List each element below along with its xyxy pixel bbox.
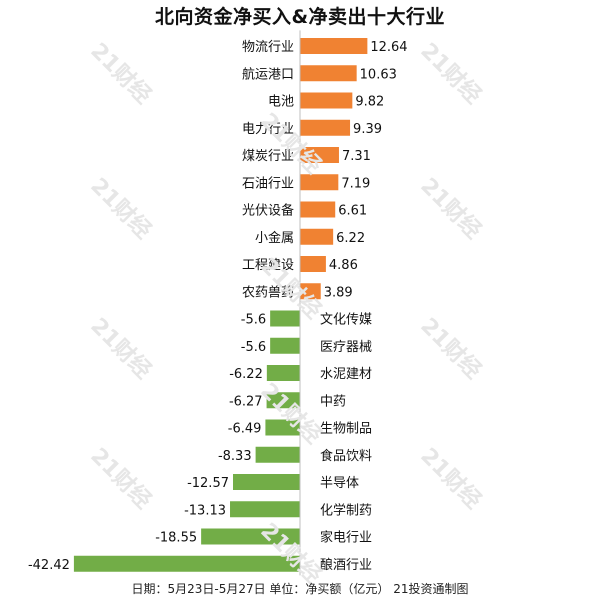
category-label: 小金属 bbox=[255, 230, 294, 246]
bar bbox=[300, 92, 353, 109]
bar bbox=[255, 446, 300, 463]
bar bbox=[265, 419, 300, 436]
category-label: 食品饮料 bbox=[320, 448, 372, 464]
bar bbox=[73, 555, 300, 572]
category-label: 水泥建材 bbox=[320, 367, 372, 382]
footnote: 日期：5月23日-5月27日 单位：净买额（亿元） 21投资通制图 bbox=[131, 582, 469, 596]
data-label: -6.49 bbox=[228, 422, 262, 437]
category-label: 电力行业 bbox=[242, 122, 294, 137]
bar bbox=[233, 474, 300, 490]
data-label: -42.42 bbox=[28, 558, 70, 573]
data-label: 9.82 bbox=[355, 95, 384, 110]
data-label: 7.19 bbox=[341, 176, 370, 191]
category-label: 物流行业 bbox=[242, 40, 294, 55]
data-label: -8.33 bbox=[218, 449, 252, 464]
data-label: -13.13 bbox=[184, 503, 226, 518]
bar bbox=[270, 310, 300, 327]
category-label: 电池 bbox=[268, 95, 294, 110]
data-label: -6.22 bbox=[229, 367, 263, 382]
category-label: 生物制品 bbox=[320, 422, 372, 437]
category-label: 农药兽药 bbox=[242, 285, 294, 300]
bar bbox=[266, 365, 300, 381]
data-label: 3.89 bbox=[324, 285, 353, 300]
bar bbox=[300, 147, 339, 163]
bar bbox=[300, 256, 326, 272]
data-label: -6.27 bbox=[229, 394, 263, 409]
bar bbox=[230, 501, 300, 518]
category-label: 家电行业 bbox=[320, 530, 372, 546]
data-label: -5.6 bbox=[241, 313, 266, 328]
data-label: 6.22 bbox=[336, 231, 365, 246]
bar bbox=[201, 528, 300, 545]
category-label: 化学制药 bbox=[320, 502, 372, 518]
bar bbox=[300, 201, 336, 218]
data-label: -5.6 bbox=[241, 340, 266, 355]
category-label: 工程建设 bbox=[242, 258, 294, 273]
data-label: 10.63 bbox=[360, 67, 397, 82]
data-label: 7.31 bbox=[342, 149, 371, 164]
bar bbox=[300, 228, 334, 245]
category-label: 航运港口 bbox=[242, 66, 294, 82]
category-label: 煤炭行业 bbox=[242, 149, 294, 164]
category-label: 光伏设备 bbox=[242, 203, 294, 219]
data-label: 12.64 bbox=[370, 40, 407, 55]
bar bbox=[300, 119, 351, 136]
category-label: 酿酒行业 bbox=[320, 557, 372, 573]
category-label: 医疗器械 bbox=[320, 340, 372, 355]
data-label: 9.39 bbox=[353, 122, 382, 137]
chart-title: 北向资金净买入&净卖出十大行业 bbox=[154, 6, 446, 28]
data-label: -18.55 bbox=[155, 531, 197, 546]
bar bbox=[270, 337, 300, 354]
category-label: 中药 bbox=[320, 394, 346, 409]
bar bbox=[300, 174, 339, 191]
bar bbox=[300, 38, 368, 54]
bar bbox=[300, 65, 357, 82]
bar bbox=[300, 283, 321, 300]
category-label: 半导体 bbox=[320, 476, 359, 491]
data-label: 4.86 bbox=[329, 258, 358, 273]
category-label: 石油行业 bbox=[242, 176, 294, 191]
data-label: 6.61 bbox=[338, 204, 367, 219]
bar bbox=[266, 392, 300, 409]
data-label: -12.57 bbox=[187, 476, 229, 491]
category-label: 文化传媒 bbox=[320, 313, 372, 328]
